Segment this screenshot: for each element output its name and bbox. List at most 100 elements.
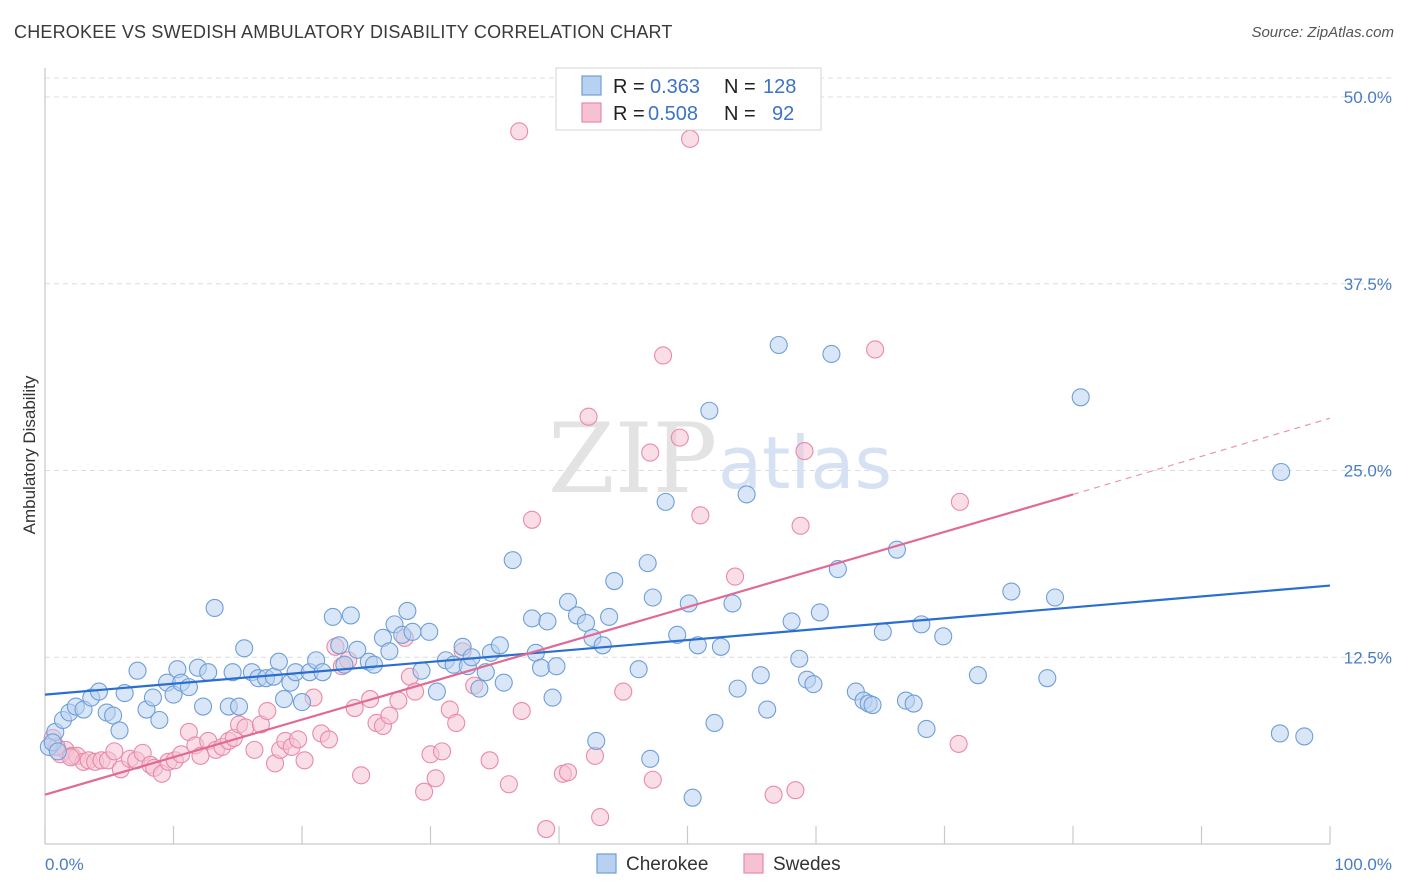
swedes-point xyxy=(691,506,710,525)
legend-n-value-cherokee: 128 xyxy=(763,76,796,98)
legend-n-label-cherokee: N = xyxy=(724,76,756,98)
swedes-point xyxy=(764,785,783,804)
tick-labels: 12.5% 25.0% 37.5% 50.0% 0.0% 100.0% xyxy=(45,88,1392,874)
cherokee-point xyxy=(683,788,702,807)
legend-r-value-swedes: 0.508 xyxy=(648,103,698,125)
cherokee-point xyxy=(737,485,756,504)
y-tick-label: 37.5% xyxy=(1344,275,1392,294)
swedes-point xyxy=(480,751,499,770)
cherokee-point xyxy=(641,749,660,768)
y-tick-label: 25.0% xyxy=(1344,462,1392,481)
cherokee-point xyxy=(917,719,936,739)
legend-n-label-swedes: N = xyxy=(724,103,756,125)
cherokee-point xyxy=(790,649,809,668)
cherokee-point xyxy=(412,661,431,680)
cherokee-point xyxy=(863,696,882,715)
cherokee-point xyxy=(934,627,953,646)
cherokee-point xyxy=(587,731,606,750)
cherokee-point xyxy=(804,675,823,694)
cherokee-point xyxy=(1071,388,1090,407)
bottom-legend-cherokee: Cherokee xyxy=(626,854,708,875)
swedes-trend-extension xyxy=(1072,417,1331,495)
swedes-point xyxy=(585,746,605,765)
cherokee-point xyxy=(656,492,675,511)
cherokee-point xyxy=(274,690,294,709)
swedes-point xyxy=(654,346,673,365)
cherokee-point xyxy=(269,652,288,671)
cherokee-point xyxy=(128,661,147,680)
swedes-point xyxy=(681,129,700,148)
cherokee-point xyxy=(503,551,522,570)
swedes-point xyxy=(415,782,434,801)
cherokee-point xyxy=(323,607,342,626)
y-axis-label: Ambulatory Disability xyxy=(20,375,39,534)
axes xyxy=(44,68,1331,845)
cherokee-point xyxy=(1295,727,1314,746)
cherokee-point xyxy=(605,572,624,591)
cherokee-point xyxy=(1002,582,1021,601)
cherokee-point xyxy=(104,706,123,725)
swedes-point xyxy=(614,682,633,701)
swedes-point xyxy=(510,122,529,141)
cherokee-point xyxy=(593,636,612,655)
cherokee-point xyxy=(538,612,557,631)
swedes-point xyxy=(499,775,518,794)
swedes-point xyxy=(725,567,745,586)
cherokee-point xyxy=(223,663,242,682)
swedes-point xyxy=(380,706,399,725)
swedes-trend-line xyxy=(44,493,1074,796)
y-tick-label: 12.5% xyxy=(1344,648,1392,667)
swedes-point xyxy=(319,730,339,749)
cherokee-point xyxy=(629,660,648,679)
cherokee-point xyxy=(705,713,724,733)
trend-lines xyxy=(44,417,1331,796)
x-tick-label-max: 100.0% xyxy=(1334,855,1392,874)
swedes-point xyxy=(389,691,408,710)
x-tick-label-min: 0.0% xyxy=(45,855,84,874)
cherokee-point xyxy=(688,636,707,655)
cherokee-point xyxy=(398,601,417,620)
swedes-point xyxy=(537,820,556,839)
cherokee-point xyxy=(576,613,596,632)
cherokee-point xyxy=(199,663,218,682)
cherokee-point xyxy=(758,700,777,719)
cherokee-point xyxy=(380,642,399,661)
swedes-point xyxy=(795,442,814,461)
swedes-point xyxy=(579,407,598,426)
cherokee-point xyxy=(229,697,249,716)
cherokee-point xyxy=(1270,724,1289,743)
watermark: ZIP atlas xyxy=(548,403,892,515)
gridlines xyxy=(45,77,1392,658)
cherokee-point xyxy=(558,592,578,612)
swedes-point xyxy=(512,701,531,721)
cherokee-point xyxy=(235,639,254,658)
swedes-point xyxy=(433,742,452,761)
cherokee-point xyxy=(600,607,619,626)
swedes-point xyxy=(670,428,689,447)
cherokee-point xyxy=(1272,462,1291,482)
cherokee-point xyxy=(728,679,747,698)
swedes-point xyxy=(950,492,969,511)
cherokee-point xyxy=(420,622,439,641)
cherokee-point xyxy=(364,655,384,674)
bottom-legend-swedes: Swedes xyxy=(773,854,841,875)
cherokee-point xyxy=(48,742,67,761)
cherokee-point xyxy=(543,688,562,707)
cherokee-point xyxy=(668,625,687,644)
cherokee-point xyxy=(810,603,829,622)
cherokee-point xyxy=(912,615,931,634)
cherokee-point xyxy=(348,640,367,659)
cherokee-point xyxy=(873,622,892,641)
cherokee-point xyxy=(194,697,213,716)
correlation-legend: R = 0.363 N = 128 R = 0.508 N = 92 xyxy=(555,67,822,131)
cherokee-point xyxy=(330,636,349,655)
cherokee-point xyxy=(782,612,801,631)
cherokee-point xyxy=(1045,588,1065,607)
cherokee-point xyxy=(490,636,509,655)
cherokee-point xyxy=(427,682,446,701)
y-tick-label: 50.0% xyxy=(1344,88,1392,107)
cherokee-point xyxy=(522,609,542,628)
swedes-point xyxy=(643,770,662,789)
legend-swatch-cherokee xyxy=(581,75,602,96)
